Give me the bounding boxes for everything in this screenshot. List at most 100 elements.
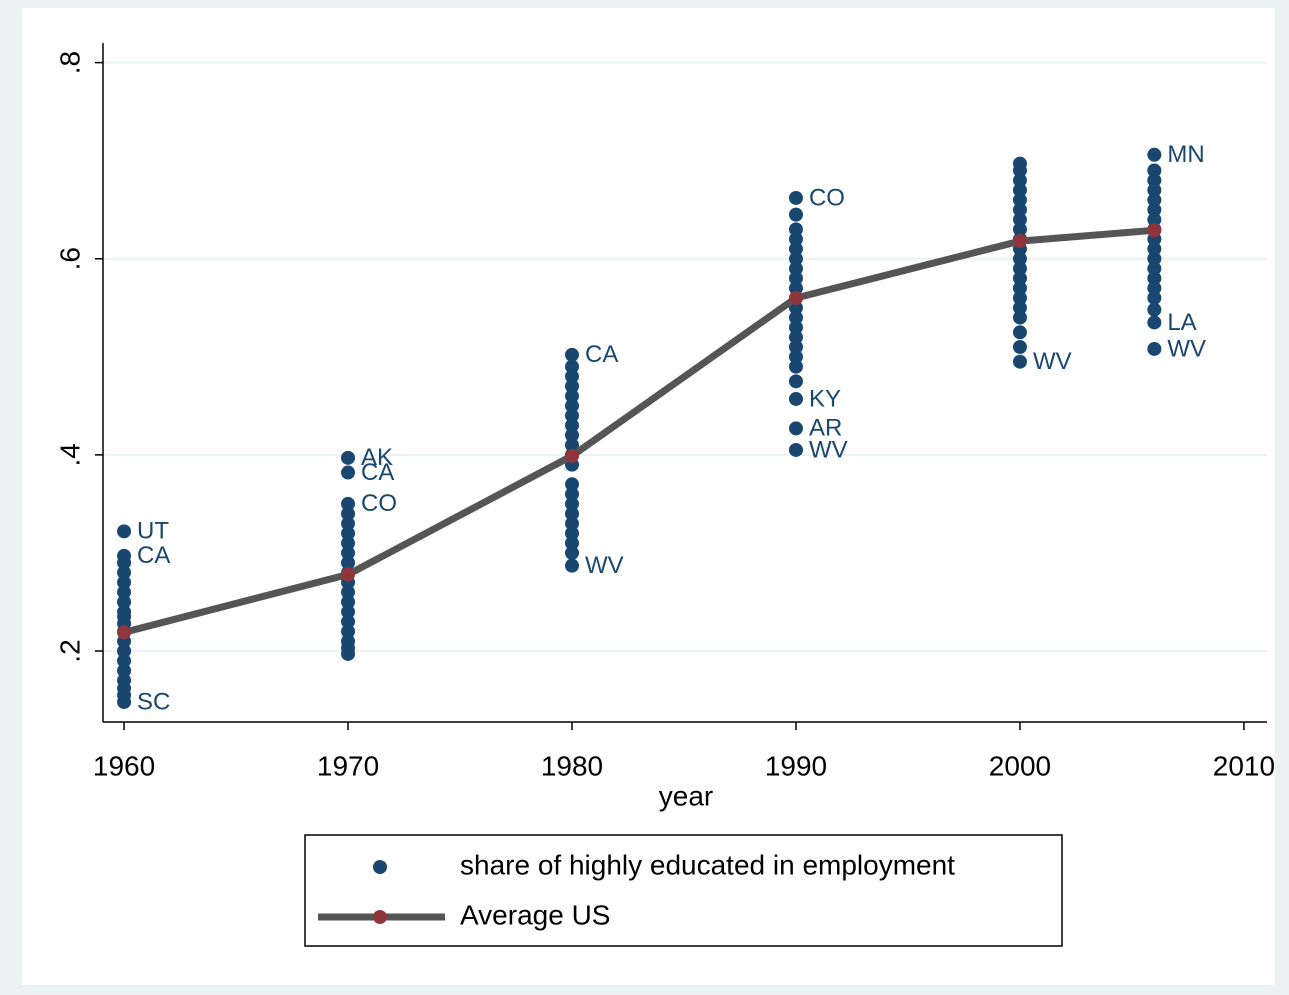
scatter-point: [1012, 325, 1027, 340]
scatter-point: [788, 359, 803, 374]
scatter-point: [341, 450, 356, 465]
point-label: AK: [361, 444, 393, 471]
scatter-point: [1012, 251, 1027, 266]
scatter-point: [788, 207, 803, 222]
scatter-point: [341, 496, 356, 511]
x-axis-title: year: [659, 780, 713, 811]
scatter-point: [1147, 147, 1162, 162]
scatter-point: [341, 545, 356, 560]
scatter-point: [788, 190, 803, 205]
average-marker: [1147, 223, 1162, 238]
scatter-point: [1147, 192, 1162, 207]
point-label: AR: [809, 415, 842, 442]
scatter-point: [565, 428, 580, 443]
scatter-point: [788, 281, 803, 296]
scatter-point: [341, 585, 356, 600]
x-tick-label: 1980: [541, 750, 603, 781]
scatter-point: [341, 594, 356, 609]
x-tick-label: 1960: [93, 750, 155, 781]
legend-label: share of highly educated in employment: [460, 849, 955, 880]
scatter-point: [788, 241, 803, 256]
point-label: CA: [137, 542, 170, 569]
scatter-point: [565, 438, 580, 453]
point-label: CO: [361, 490, 397, 517]
average-marker: [341, 567, 356, 582]
scatter-point: [1012, 354, 1027, 369]
scatter-point: [1012, 281, 1027, 296]
point-label: WV: [1167, 335, 1206, 362]
legend: [304, 834, 1063, 947]
scatter-point: [1147, 212, 1162, 227]
point-label: WV: [1033, 348, 1072, 375]
scatter-point: [565, 526, 580, 541]
scatter-point: [1012, 202, 1027, 217]
scatter-point: [565, 496, 580, 511]
point-label: LA: [1167, 309, 1196, 336]
x-tick-label: 2010: [1213, 750, 1275, 781]
x-tick-label: 1990: [765, 750, 827, 781]
scatter-point: [788, 271, 803, 286]
scatter-point: [117, 663, 132, 678]
scatter-point: [565, 558, 580, 573]
scatter-point: [117, 524, 132, 539]
scatter-point: [1147, 202, 1162, 217]
scatter-point: [565, 536, 580, 551]
point-label: KY: [809, 385, 841, 412]
average-marker: [788, 290, 803, 305]
scatter-point: [117, 694, 132, 709]
scatter-point: [788, 421, 803, 436]
y-tick-label: .2: [54, 639, 85, 662]
scatter-point: [788, 222, 803, 237]
scatter-point: [1012, 222, 1027, 237]
scatter-point: [1012, 271, 1027, 286]
scatter-point: [1012, 310, 1027, 325]
point-label: WV: [585, 552, 624, 579]
scatter-point: [1147, 281, 1162, 296]
scatter-point: [565, 379, 580, 394]
scatter-point: [565, 516, 580, 531]
y-tick-label: .8: [54, 51, 85, 74]
point-label: MN: [1167, 141, 1204, 168]
scatter-point: [341, 536, 356, 551]
scatter-point: [565, 408, 580, 423]
x-tick-label: 1970: [317, 750, 379, 781]
scatter-point: [788, 261, 803, 276]
scatter-point: [1012, 340, 1027, 355]
point-label: CA: [361, 459, 394, 486]
scatter-point: [788, 349, 803, 364]
scatter-point: [341, 614, 356, 629]
scatter-point: [565, 545, 580, 560]
scatter-point: [341, 516, 356, 531]
graph-region: [22, 8, 1275, 985]
scatter-point: [565, 398, 580, 413]
scatter-point: [341, 465, 356, 480]
x-tick-label: 2000: [989, 750, 1051, 781]
scatter-point: [117, 644, 132, 659]
average-marker: [117, 625, 132, 640]
point-label: UT: [137, 518, 169, 545]
scatter-point: [565, 418, 580, 433]
scatter-point: [341, 604, 356, 619]
scatter-point: [788, 232, 803, 247]
scatter-point: [565, 477, 580, 492]
scatter-point: [1012, 183, 1027, 198]
scatter-point: [565, 359, 580, 374]
y-tick-label: .6: [54, 247, 85, 270]
scatter-point: [1012, 192, 1027, 207]
point-label: CA: [585, 341, 618, 368]
average-line: [123, 226, 1155, 636]
scatter-point: [565, 487, 580, 502]
scatter-point: [117, 594, 132, 609]
average-marker: [565, 448, 580, 463]
scatter-point: [1147, 290, 1162, 305]
scatter-point: [565, 369, 580, 384]
legend-marker: [373, 910, 387, 924]
scatter-point: [1147, 251, 1162, 266]
legend-label: Average US: [460, 899, 610, 930]
legend-marker: [373, 860, 387, 874]
scatter-point: [1012, 290, 1027, 305]
scatter-point: [341, 506, 356, 521]
scatter-point: [117, 653, 132, 668]
scatter-point: [565, 506, 580, 521]
